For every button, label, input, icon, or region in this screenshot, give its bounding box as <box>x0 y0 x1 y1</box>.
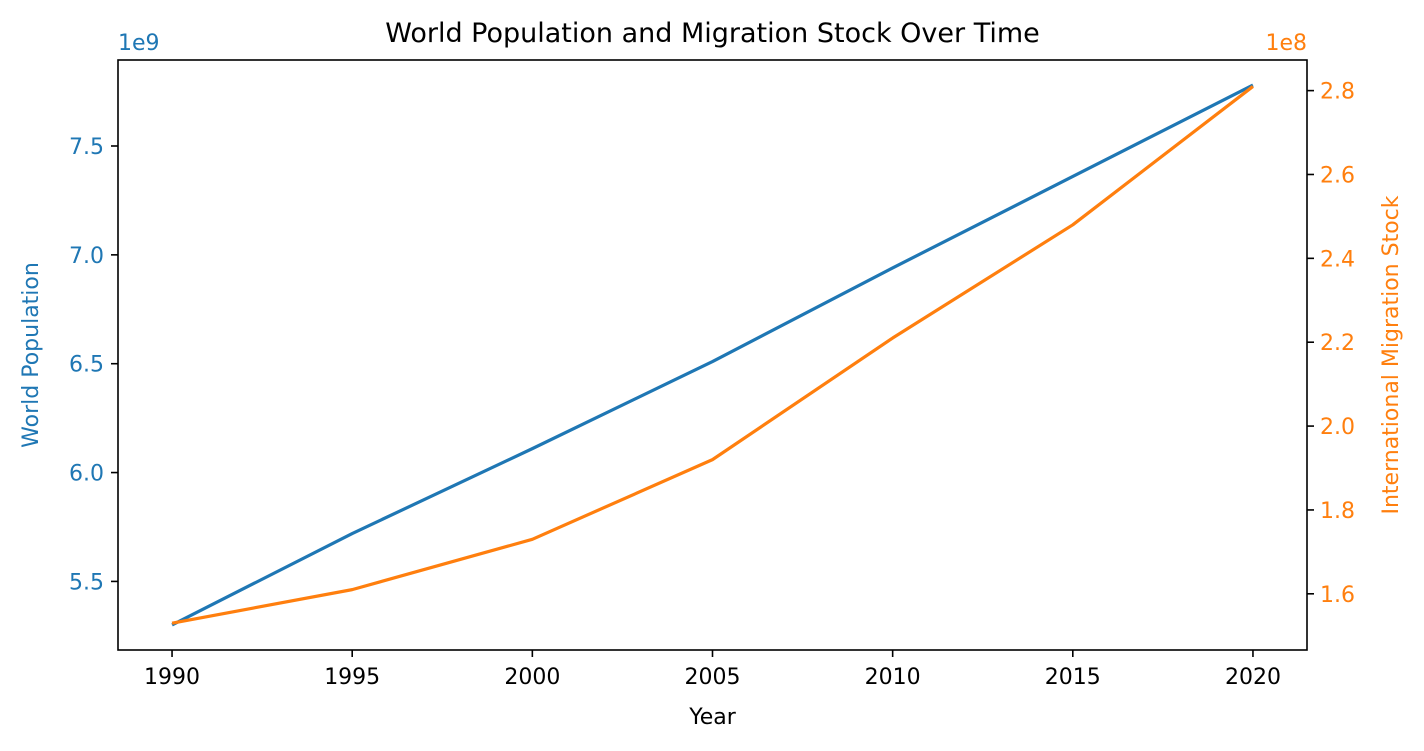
chart-title: World Population and Migration Stock Ove… <box>385 18 1040 49</box>
left-tick-label: 7.0 <box>69 244 104 269</box>
left-y-axis: 5.5 6.0 6.5 7.0 7.5 <box>69 135 118 595</box>
right-y-axis: 1.6 1.8 2.0 2.2 2.4 2.6 2.8 <box>1307 80 1355 608</box>
left-axis-offset-label: 1e9 <box>118 31 160 56</box>
right-axis-offset-label: 1e8 <box>1265 31 1307 56</box>
series-line-world-population <box>171 83 1254 627</box>
right-tick-label: 1.6 <box>1320 583 1355 608</box>
x-axis: 1990 1995 2000 2005 2010 2015 2020 <box>144 650 1281 690</box>
x-tick-label: 2010 <box>865 665 921 690</box>
right-tick-label: 2.4 <box>1320 247 1355 272</box>
left-tick-label: 6.0 <box>69 462 104 487</box>
left-tick-label: 6.5 <box>69 353 104 378</box>
series-line-migration-stock <box>171 85 1254 625</box>
x-tick-label: 1995 <box>324 665 380 690</box>
left-axis-title: World Population <box>19 262 44 448</box>
series-layer <box>171 83 1254 627</box>
right-tick-label: 2.8 <box>1320 80 1355 105</box>
right-tick-label: 2.0 <box>1320 415 1355 440</box>
x-tick-label: 2020 <box>1225 665 1281 690</box>
right-tick-label: 1.8 <box>1320 499 1355 524</box>
x-tick-label: 2000 <box>504 665 560 690</box>
right-tick-label: 2.2 <box>1320 331 1355 356</box>
x-tick-label: 2005 <box>685 665 741 690</box>
right-axis-title: International Migration Stock <box>1379 195 1404 514</box>
x-axis-title: Year <box>688 705 737 730</box>
right-tick-label: 2.6 <box>1320 163 1355 188</box>
left-tick-label: 5.5 <box>69 570 104 595</box>
x-tick-label: 2015 <box>1045 665 1101 690</box>
x-tick-label: 1990 <box>144 665 200 690</box>
left-tick-label: 7.5 <box>69 135 104 160</box>
